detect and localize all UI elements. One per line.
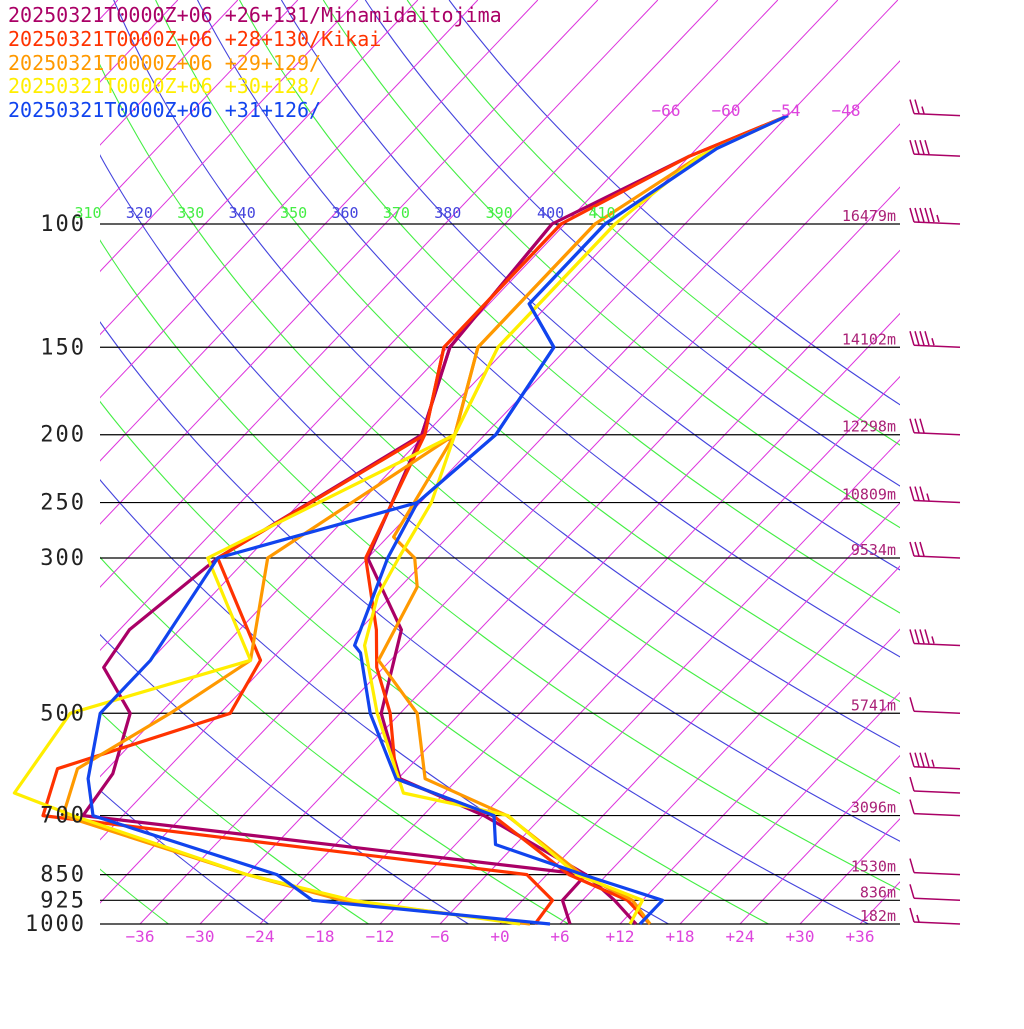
isotherm-label: −66 <box>652 101 681 120</box>
theta-label: 320 <box>126 204 153 222</box>
temperature-tick-label: −30 <box>186 927 215 946</box>
temperature-tick-label: −6 <box>430 927 449 946</box>
height-label: 182m <box>860 907 896 925</box>
pressure-tick-label: 700 <box>40 804 86 829</box>
temperature-tick-label: +24 <box>726 927 755 946</box>
height-label: 9534m <box>851 541 896 559</box>
theta-label: 360 <box>331 204 358 222</box>
legend-entry: 20250321T0000Z+06 +26+131/Minamidaitojim… <box>8 4 502 28</box>
theta-label: 390 <box>486 204 513 222</box>
theta-label: 400 <box>537 204 564 222</box>
isotherm-label: −54 <box>772 101 801 120</box>
pressure-tick-label: 925 <box>40 888 86 913</box>
theta-label: 380 <box>434 204 461 222</box>
pressure-tick-label: 850 <box>40 863 86 888</box>
pressure-tick-label: 300 <box>40 546 86 571</box>
legend-entry: 20250321T0000Z+06 +31+126/ <box>8 99 502 123</box>
height-label: 3096m <box>851 799 896 817</box>
height-label: 12298m <box>842 418 896 436</box>
legend-entry: 20250321T0000Z+06 +30+128/ <box>8 75 502 99</box>
temperature-tick-label: +0 <box>490 927 509 946</box>
theta-label: 370 <box>383 204 410 222</box>
theta-label: 350 <box>280 204 307 222</box>
pressure-tick-label: 250 <box>40 491 86 516</box>
isotherm-label: −48 <box>832 101 861 120</box>
height-label: 14102m <box>842 330 896 348</box>
temperature-tick-label: +36 <box>846 927 875 946</box>
height-label: 836m <box>860 883 896 901</box>
temperature-tick-label: +18 <box>666 927 695 946</box>
temperature-tick-label: −24 <box>246 927 275 946</box>
temperature-tick-label: −36 <box>126 927 155 946</box>
temperature-tick-label: +6 <box>550 927 569 946</box>
theta-label: 340 <box>229 204 256 222</box>
temperature-tick-label: −12 <box>366 927 395 946</box>
temperature-tick-label: −18 <box>306 927 335 946</box>
height-label: 10809m <box>842 486 896 504</box>
isotherm-label: −60 <box>712 101 741 120</box>
pressure-tick-label: 200 <box>40 423 86 448</box>
pressure-tick-label: 150 <box>40 335 86 360</box>
theta-label: 330 <box>177 204 204 222</box>
theta-label: 310 <box>74 204 101 222</box>
temperature-tick-label: +12 <box>606 927 635 946</box>
legend-entry: 20250321T0000Z+06 +29+129/ <box>8 52 502 76</box>
height-label: 16479m <box>842 207 896 225</box>
temperature-tick-label: +30 <box>786 927 815 946</box>
pressure-tick-label: 1000 <box>25 912 86 937</box>
pressure-tick-label: 500 <box>40 701 86 726</box>
height-label: 1530m <box>851 858 896 876</box>
height-label: 5741m <box>851 696 896 714</box>
legend-entry: 20250321T0000Z+06 +28+130/Kikai <box>8 28 502 52</box>
theta-label: 410 <box>588 204 615 222</box>
legend: 20250321T0000Z+06 +26+131/Minamidaitojim… <box>8 4 502 123</box>
